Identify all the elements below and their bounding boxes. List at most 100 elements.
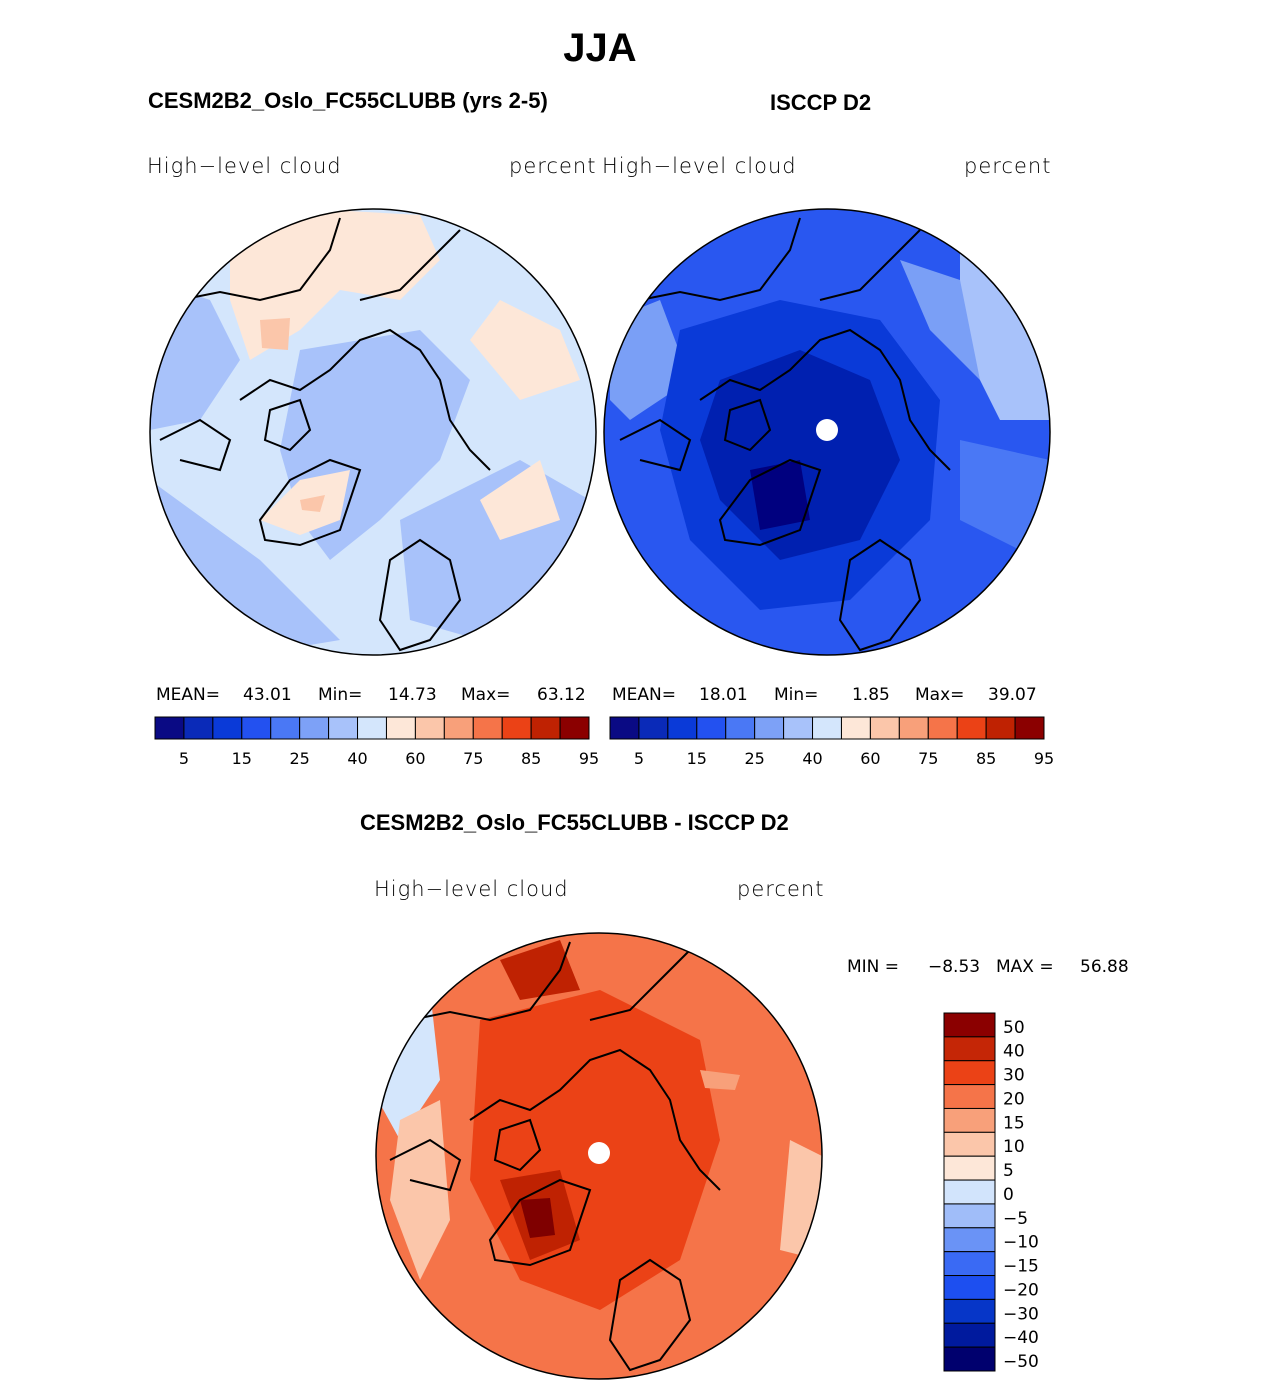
map-panel-2 <box>604 209 1050 655</box>
panel-3-min-label: MIN = <box>847 957 900 977</box>
map-2-coast-europe <box>838 538 922 652</box>
cb3-tick-13: −40 <box>1003 1328 1039 1348</box>
map-2-coast-b <box>819 229 921 301</box>
cb1-swatch-8 <box>385 716 416 740</box>
map-1-coast-d <box>159 418 232 472</box>
map-1-coast-a <box>179 217 341 302</box>
cb1-swatch-14 <box>559 716 590 740</box>
cb3-swatch-2 <box>943 1060 996 1086</box>
map-3-greenland-peak <box>520 1198 555 1238</box>
cb3-tick-5: 10 <box>1003 1137 1025 1157</box>
map-1-greenland <box>258 458 362 547</box>
map-1-greenland-peak <box>300 495 325 512</box>
cb3-tick-4: 15 <box>1003 1113 1025 1133</box>
cb3-swatch-11 <box>943 1275 996 1300</box>
map-1-outline <box>149 208 597 656</box>
cb2-tick-4: 60 <box>860 749 880 768</box>
panel-2-max-label: Max= <box>915 685 965 705</box>
map-3-coast-europe <box>608 1258 692 1372</box>
panel-2-title: ISCCP D2 <box>770 90 872 115</box>
map-3-region-east-spot <box>700 1070 740 1090</box>
cb1-swatch-3 <box>241 716 272 740</box>
cb3-tick-14: −50 <box>1003 1352 1039 1372</box>
panel-3-title: CESM2B2_Oslo_FC55CLUBB - ISCCP D2 <box>360 810 789 835</box>
cb2-swatch-12 <box>956 716 987 740</box>
cb3-tick-7: 0 <box>1003 1185 1014 1205</box>
map-2-coast-c <box>699 328 951 471</box>
map-1-coast-c <box>239 328 491 471</box>
cb1-tick-4: 60 <box>405 749 425 768</box>
map-1-coast-europe <box>378 538 462 652</box>
map-3-region-west-low <box>390 1100 450 1280</box>
cb2-tick-2: 25 <box>744 749 764 768</box>
cb3-swatch-4 <box>943 1107 996 1133</box>
panel-1-mean-value: 43.01 <box>243 685 292 705</box>
map-3-coast-d <box>389 1138 462 1192</box>
panel-3-max-value: 56.88 <box>1080 957 1129 977</box>
cb1-tick-2: 25 <box>289 749 309 768</box>
map-1-region-east-high <box>480 460 560 540</box>
cb1-swatch-7 <box>357 716 387 740</box>
cb1-tick-6: 85 <box>521 749 541 768</box>
map-2-islands <box>723 398 772 452</box>
panel-2-mean-value: 18.01 <box>699 685 748 705</box>
cb1-swatch-6 <box>328 716 359 740</box>
cb1-swatch-11 <box>472 716 503 740</box>
map-3-pole-hole <box>588 1142 610 1164</box>
map-1-region-siberia <box>470 300 580 400</box>
map-2-region-east-light <box>960 250 1050 420</box>
map-3-region-north-high <box>500 940 580 1000</box>
map-3-coast-b <box>589 949 691 1021</box>
cb2-tick-6: 85 <box>976 749 996 768</box>
cb3-tick-2: 30 <box>1003 1066 1025 1086</box>
cb1-swatch-2 <box>212 716 243 740</box>
cb3-tick-12: −30 <box>1003 1304 1039 1324</box>
map-3-islands <box>493 1118 542 1172</box>
cb3-tick-11: −20 <box>1003 1280 1039 1300</box>
cb1-swatch-12 <box>501 716 532 740</box>
map-3-coast-a <box>409 941 571 1022</box>
panel-2-units: percent <box>964 154 1052 178</box>
cb3-swatch-14 <box>943 1346 996 1372</box>
cb3-tick-9: −10 <box>1003 1233 1039 1253</box>
panel-1-title: CESM2B2_Oslo_FC55CLUBB (yrs 2-5) <box>148 88 548 113</box>
map-1-coastlines <box>159 217 491 652</box>
cb3-swatch-10 <box>943 1251 996 1277</box>
cb3-tick-6: 5 <box>1003 1161 1014 1181</box>
cb3-tick-0: 50 <box>1003 1018 1025 1038</box>
cb2-swatch-8 <box>840 716 871 740</box>
map-1-coast-b <box>359 229 461 301</box>
cb2-swatch-11 <box>927 716 958 740</box>
cb1-tick-3: 40 <box>347 749 367 768</box>
cb2-swatch-6 <box>783 716 814 740</box>
cb3-tick-3: 20 <box>1003 1089 1025 1109</box>
map-2-greenland <box>718 458 822 547</box>
cb3-tick-8: −5 <box>1003 1209 1028 1229</box>
panel-3-variable: High−level cloud <box>374 877 569 901</box>
cb2-swatch-0 <box>609 716 640 740</box>
cb2-swatch-7 <box>812 716 842 740</box>
cb3-swatch-6 <box>943 1155 996 1181</box>
cb3-swatch-9 <box>943 1227 996 1253</box>
map-3-coastlines <box>389 941 721 1372</box>
page-title: JJA <box>563 26 637 70</box>
cb3-swatch-7 <box>943 1179 996 1205</box>
cb2-swatch-4 <box>725 716 756 740</box>
cb1-tick-5: 75 <box>463 749 483 768</box>
panel-1-units: percent <box>509 154 597 178</box>
cb3-swatch-0 <box>943 1012 996 1038</box>
panel-1-variable: High−level cloud <box>147 154 342 178</box>
map-3-outline <box>375 932 823 1380</box>
map-2-coastlines <box>619 217 951 652</box>
panel-2-min-label: Min= <box>774 685 819 705</box>
cb3-tick-10: −15 <box>1003 1257 1039 1277</box>
cb3-swatch-12 <box>943 1298 996 1324</box>
panel-1-max-value: 63.12 <box>537 685 586 705</box>
panel-1-min-label: Min= <box>318 685 363 705</box>
map-2-region-east-mid <box>900 260 980 380</box>
panel-1-min-value: 14.73 <box>388 685 437 705</box>
cb2-tick-7: 95 <box>1034 749 1054 768</box>
cb2-tick-5: 75 <box>918 749 938 768</box>
